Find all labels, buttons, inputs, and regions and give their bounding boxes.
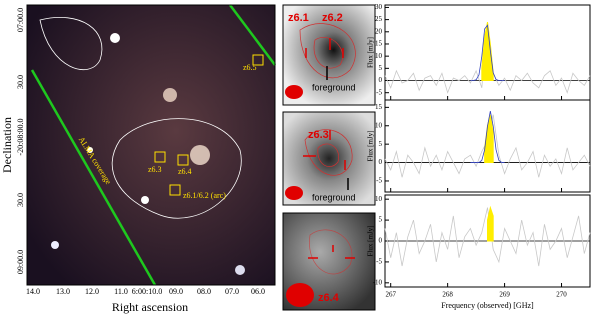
- x-axis-label: Frequency (observed) [GHz]: [441, 301, 534, 310]
- y-axis-label: Flux [mJy]: [367, 131, 375, 162]
- ra-tick-label: 13.0: [56, 287, 70, 296]
- stamps: [282, 4, 376, 311]
- ra-label: Right ascension: [112, 300, 188, 314]
- spectrum-line: [470, 24, 505, 81]
- ra-tick-label: 06.0: [251, 287, 265, 296]
- y-tick-label: 0: [379, 158, 383, 166]
- y-tick-label: 0: [379, 237, 383, 245]
- y-tick-label: 15: [375, 40, 383, 48]
- sky-image: [27, 4, 276, 286]
- stamp-label: z6.1: [288, 12, 309, 24]
- ra-tick-label: 09.0: [169, 287, 183, 296]
- dec-tick-label: 07:00.0: [16, 8, 25, 32]
- stamp-label: z6.4: [318, 292, 340, 304]
- y-tick-label: 20: [375, 27, 383, 35]
- spectrum-line: [470, 110, 505, 163]
- ra-tick-label: 6:00:10.0: [132, 287, 162, 296]
- ra-tick-label: 08.0: [197, 287, 211, 296]
- dec-tick-label: 09:00.0: [16, 250, 25, 274]
- y-tick-label: 30: [375, 3, 383, 11]
- dec-tick-label: -20:08:00.0: [16, 118, 25, 155]
- dec-tick-label: 30.0: [16, 193, 25, 207]
- y-tick-label: 10: [375, 52, 383, 60]
- dec-tick-label: 30.0: [16, 75, 25, 89]
- y-tick-label: 5: [379, 64, 383, 72]
- image-label: z6.1/6.2 (arc): [183, 191, 226, 200]
- stamp-label: z6.3: [308, 129, 329, 141]
- image-frame: [26, 4, 276, 286]
- line-fill: [487, 205, 494, 242]
- stamp-label: foreground: [312, 82, 356, 92]
- x-tick-label: 269: [499, 291, 510, 299]
- x-tick-label: 267: [385, 291, 396, 299]
- ra-tick-label: 11.0: [114, 287, 128, 296]
- stamp-label: foreground: [312, 192, 356, 202]
- image-label: z6.5: [243, 63, 257, 72]
- y-tick-label: 5: [379, 140, 383, 148]
- y-axis-label: Flux [mJy]: [367, 226, 375, 257]
- ra-tick-label: 12.0: [85, 287, 99, 296]
- y-tick-label: -5: [376, 177, 382, 185]
- dec-label: Declination: [0, 117, 14, 173]
- y-tick-label: 15: [375, 103, 383, 111]
- y-tick-label: 25: [375, 15, 383, 23]
- y-tick-label: 10: [375, 195, 383, 203]
- y-axis-label: Flux [mJy]: [367, 37, 375, 68]
- y-tick-label: 0: [379, 76, 383, 84]
- y-tick-label: -5: [376, 88, 382, 96]
- ra-tick-label: 14.0: [26, 287, 40, 296]
- x-tick-label: 270: [556, 291, 567, 299]
- y-tick-label: 10: [375, 121, 383, 129]
- plot-frame: [384, 99, 591, 193]
- image-label: z6.4: [178, 167, 192, 176]
- spectrum-line: [384, 207, 591, 267]
- x-tick-label: 268: [442, 291, 453, 299]
- y-tick-label: -10: [373, 278, 383, 286]
- y-tick-label: -5: [376, 258, 382, 266]
- y-tick-label: 5: [379, 216, 383, 224]
- stamp-label: z6.2: [322, 12, 343, 24]
- ra-tick-label: 07.0: [225, 287, 239, 296]
- image-label: z6.3: [148, 165, 162, 174]
- line-fill: [481, 21, 494, 82]
